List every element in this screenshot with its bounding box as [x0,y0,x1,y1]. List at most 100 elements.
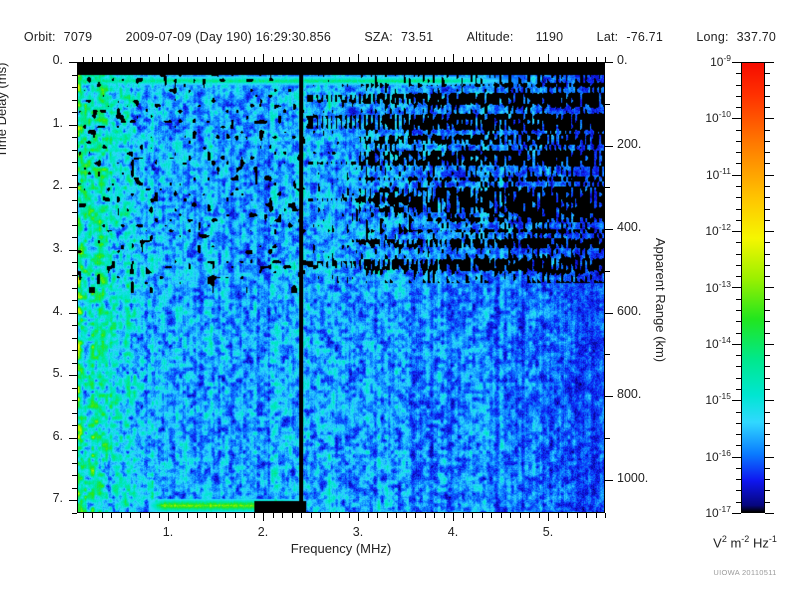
axis-tick [415,513,416,518]
axis-tick [292,57,293,62]
axis-tick [605,313,613,314]
colorbar-tick [765,152,770,153]
axis-tick [69,375,77,376]
axis-tick [311,513,312,518]
colorbar-tick [765,220,770,221]
axis-tick [187,513,188,518]
y-tick-label: 5. [52,366,63,380]
axis-tick [72,475,77,476]
altitude-value: 1190 [535,30,564,44]
axis-tick [520,57,521,62]
colorbar-tick [765,96,770,97]
axis-tick [254,57,255,62]
colorbar-tick [736,445,741,446]
axis-tick [121,57,122,62]
axis-tick [69,250,77,251]
colorbar-tick [765,355,770,356]
axis-tick [72,400,77,401]
axis-tick [368,57,369,62]
axis-tick [140,57,141,62]
axis-tick [339,513,340,518]
axis-tick [72,363,77,364]
axis-tick [72,413,77,414]
axis-tick [567,513,568,518]
axis-tick [605,146,613,147]
colorbar-tick [736,299,741,300]
axis-tick [69,438,77,439]
colorbar-tick [736,96,741,97]
axis-tick [396,57,397,62]
axis-tick [111,513,112,518]
axis-tick [444,57,445,62]
y2-axis-title: Apparent Range (km) [653,237,668,363]
colorbar-tick [736,197,741,198]
colorbar-tick [765,163,770,164]
colorbar-tick [765,321,770,322]
colorbar-tick [765,254,770,255]
colorbar-tick [736,366,741,367]
axis-tick [235,57,236,62]
colorbar-tick [765,468,770,469]
axis-tick [586,57,587,62]
colorbar-tick-label: 10-14 [705,335,731,351]
axis-tick [453,513,454,521]
colorbar-tick [765,479,770,480]
long-label: Long: [696,30,729,44]
x-tick-label: 1. [162,525,174,539]
colorbar-tick [736,389,741,390]
axis-tick [72,175,77,176]
ionogram-plot-area [77,62,605,513]
axis-tick [567,57,568,62]
axis-tick [387,513,388,518]
colorbar-gradient [742,63,764,512]
colorbar-tick-label: 10-17 [705,504,731,520]
colorbar-tick [736,107,741,108]
axis-tick [605,438,610,439]
axis-tick [605,513,606,518]
colorbar-tick [765,310,770,311]
axis-tick [596,57,597,62]
axis-tick [596,513,597,518]
colorbar-tick [765,141,770,142]
colorbar-tick [736,141,741,142]
axis-tick [377,513,378,518]
axis-tick [282,513,283,518]
axis-tick [501,57,502,62]
y2-tick-label: 200. [617,137,642,151]
colorbar-tick [736,502,741,503]
axis-tick [216,57,217,62]
unit-meters: m [730,535,742,551]
colorbar-tick [765,175,774,176]
colorbar-tick [765,276,770,277]
lat-label: Lat: [596,30,619,44]
colorbar-tick [736,265,741,266]
axis-tick [69,500,77,501]
axis-tick [425,513,426,518]
colorbar-tick [765,130,770,131]
colorbar-tick [765,445,770,446]
x-axis-title: Frequency (MHz) [290,541,392,556]
colorbar-tick [765,107,770,108]
colorbar-tick [765,490,770,491]
x-tick-label: 4. [447,525,459,539]
axis-tick [92,513,93,518]
axis-tick [558,57,559,62]
axis-tick [206,57,207,62]
axis-tick [482,513,483,518]
colorbar-tick [732,231,741,232]
axis-tick [529,57,530,62]
axis-tick [301,513,302,518]
colorbar-tick [732,513,741,514]
unit-volts: V [713,535,722,551]
axis-tick [72,288,77,289]
axis-tick [149,57,150,62]
colorbar-tick [765,366,770,367]
axis-tick [463,57,464,62]
y-tick-label: 2. [52,178,63,192]
axis-tick [453,54,454,62]
axis-tick [216,513,217,518]
y-tick-label: 4. [52,304,63,318]
long-value: 337.70 [736,30,777,44]
colorbar-tick [736,490,741,491]
unit-meters-exp: -2 [741,534,750,544]
